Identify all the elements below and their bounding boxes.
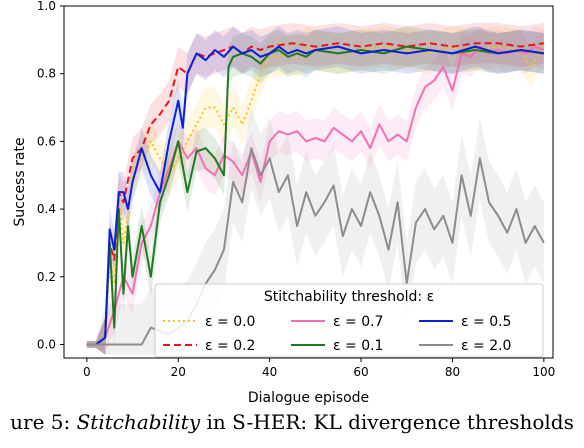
x-tick-label: 20 <box>171 365 186 379</box>
series-line <box>86 45 545 346</box>
legend-label: ε = 0.5 <box>461 314 511 330</box>
legend-label: ε = 0.1 <box>333 338 383 354</box>
series-line <box>86 45 545 346</box>
x-tick-label: 60 <box>353 365 368 379</box>
caption-prefix: ure 5: <box>10 410 77 434</box>
legend-label: ε = 2.0 <box>461 338 511 354</box>
y-tick-label: 0.8 <box>37 67 56 81</box>
x-axis-label: Dialogue episode <box>248 390 369 406</box>
x-tick-label: 100 <box>532 365 555 379</box>
legend-label: ε = 0.2 <box>205 338 255 354</box>
legend-label: ε = 0.7 <box>333 314 383 330</box>
legend-title: Stitchability threshold: ε <box>264 289 434 305</box>
confidence-band <box>86 26 544 355</box>
y-axis-ticks: 0.0 0.2 0.4 0.6 0.8 1.0 <box>37 0 64 351</box>
x-tick-label: 0 <box>83 365 91 379</box>
figure-caption: ure 5: Stitchability in S-HER: KL diverg… <box>0 410 584 434</box>
y-tick-label: 0.4 <box>37 202 56 216</box>
plot-frame <box>63 5 554 359</box>
caption-suffix: in S-HER: KL divergence thresholds <box>200 410 574 434</box>
x-tick-label: 40 <box>262 365 277 379</box>
legend: Stitchability threshold: ε ε = 0.0 ε = 0.2… <box>154 283 544 358</box>
chart: 0 20 40 60 80 100 0.0 0.2 0.4 0.6 0.8 1.0 Dialogue… <box>12 0 555 406</box>
confidence-band <box>86 26 544 355</box>
confidence-band <box>86 22 544 355</box>
y-tick-label: 1.0 <box>37 0 56 13</box>
y-tick-label: 0.6 <box>37 134 56 148</box>
x-axis-ticks: 0 20 40 60 80 100 <box>83 358 555 379</box>
y-axis-label: Success rate <box>12 137 28 226</box>
caption-emphasis: Stitchability <box>76 410 201 434</box>
y-tick-label: 0.0 <box>37 337 56 351</box>
confidence-band <box>86 26 544 355</box>
series-line <box>86 45 545 346</box>
x-tick-label: 80 <box>445 365 460 379</box>
y-tick-label: 0.2 <box>37 270 56 284</box>
legend-box <box>154 283 544 358</box>
series-line <box>86 42 545 346</box>
confidence-band <box>86 26 544 355</box>
legend-label: ε = 0.0 <box>205 314 255 330</box>
